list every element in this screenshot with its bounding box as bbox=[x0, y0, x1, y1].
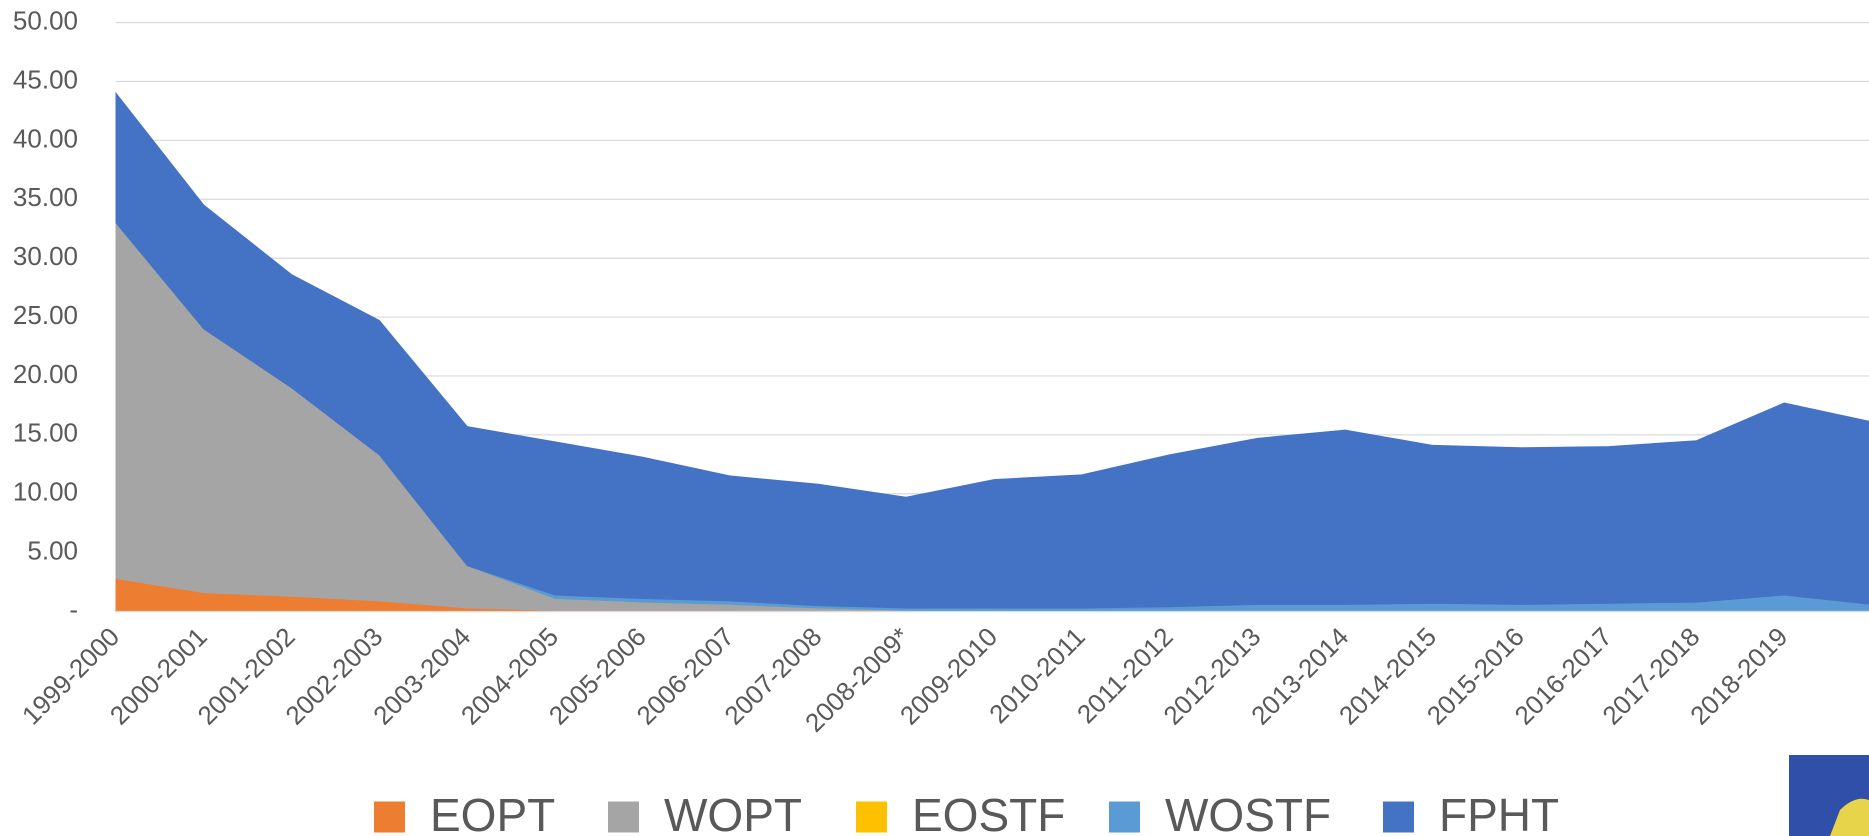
legend-label: EOSTF bbox=[912, 789, 1065, 836]
y-tick-label: 35.00 bbox=[13, 182, 78, 212]
y-tick-label: 10.00 bbox=[13, 477, 78, 507]
y-tick-label: - bbox=[69, 594, 78, 624]
legend-label: EOPT bbox=[430, 789, 555, 836]
y-tick-label: 15.00 bbox=[13, 418, 78, 448]
area bbox=[115, 91, 1869, 609]
y-tick-label: 40.00 bbox=[13, 123, 78, 153]
legend-swatch bbox=[1109, 801, 1140, 833]
y-tick-label: 25.00 bbox=[13, 300, 78, 330]
legend-swatch bbox=[1383, 801, 1414, 833]
y-tick-label: 45.00 bbox=[13, 64, 78, 94]
y-tick-label: 50.00 bbox=[13, 5, 78, 35]
legend-swatch bbox=[856, 801, 887, 833]
legend-swatch bbox=[608, 801, 639, 833]
y-tick-label: 5.00 bbox=[27, 535, 78, 565]
y-tick-label: 30.00 bbox=[13, 241, 78, 271]
corner-image-detail bbox=[1830, 798, 1869, 836]
legend-label: WOSTF bbox=[1165, 789, 1331, 836]
legend-label: WOPT bbox=[664, 789, 802, 836]
legend-swatch bbox=[374, 801, 405, 833]
legend-label: FPHT bbox=[1439, 789, 1559, 836]
y-tick-label: 20.00 bbox=[13, 359, 78, 389]
